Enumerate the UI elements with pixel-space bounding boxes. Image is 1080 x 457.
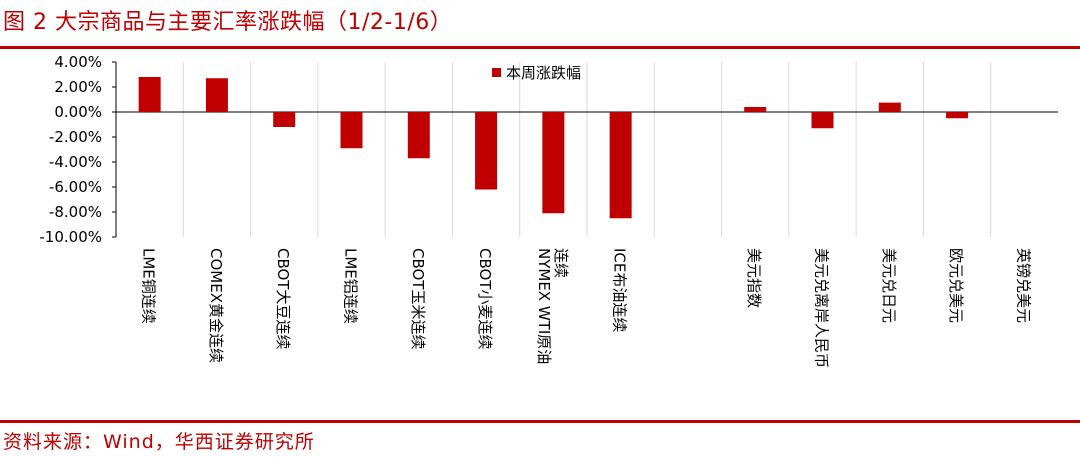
bar [340,112,363,149]
top-divider [0,46,1080,49]
bottom-divider [0,420,1080,423]
y-tick-label: -6.00% [49,178,102,196]
bar [273,112,296,127]
y-tick-label: -2.00% [49,128,102,146]
bar [542,112,565,214]
x-tick-label: 欧元兑美元 [947,248,965,323]
bar [878,102,901,112]
y-tick-label: -8.00% [49,203,102,221]
bar [811,112,834,129]
x-tick-label: 美元兑离岸人民币 [813,248,831,368]
x-tick-label: ICE布油连续 [611,248,629,332]
y-tick-label: -10.00% [39,228,102,246]
x-tick-label: CBOT小麦连续 [476,248,494,349]
x-tick-label: NYMEX WTI原油连续 [535,248,570,364]
chart-title: 图 2 大宗商品与主要汇率涨跌幅（1/2-1/6） [3,10,453,35]
x-axis-labels: LME铜连续 COMEX黄金连续 CBOT大豆连续 LME铝连续 CBOT玉米连续 CBO… [140,248,1033,368]
bar-chart: 4.00% 2.00% 0.00% -2.00% -4.00% -6.00% -8.00% -… [39,53,1058,368]
y-tick-label: 2.00% [54,78,102,96]
x-tick-label: LME铝连续 [342,248,360,324]
legend-label: 本周涨跌幅 [506,64,581,82]
bar [744,107,767,112]
bar [475,112,498,190]
x-tick-label: COMEX黄金连续 [207,248,225,363]
bar [407,112,430,159]
source-note: 资料来源：Wind，华西证券研究所 [3,431,315,453]
y-tick-label: 0.00% [54,103,102,121]
x-tick-label: 美元兑日元 [880,248,898,323]
x-tick-label: LME铜连续 [140,248,158,324]
bar [138,77,161,112]
bar [205,78,228,112]
x-tick-label: 英镑兑美元 [1014,248,1032,323]
legend-swatch [492,68,501,77]
y-tick-label: -4.00% [49,153,102,171]
bars [138,77,969,219]
legend: 本周涨跌幅 [492,64,581,82]
bar [946,112,969,119]
y-axis: 4.00% 2.00% 0.00% -2.00% -4.00% -6.00% -8.00% -… [39,53,1058,246]
bar [609,112,632,219]
x-tick-label: 美元指数 [745,248,763,308]
x-tick-label: CBOT玉米连续 [409,248,427,349]
y-tick-label: 4.00% [54,53,102,71]
category-separators [182,62,992,237]
x-tick-label: CBOT大豆连续 [274,248,292,349]
